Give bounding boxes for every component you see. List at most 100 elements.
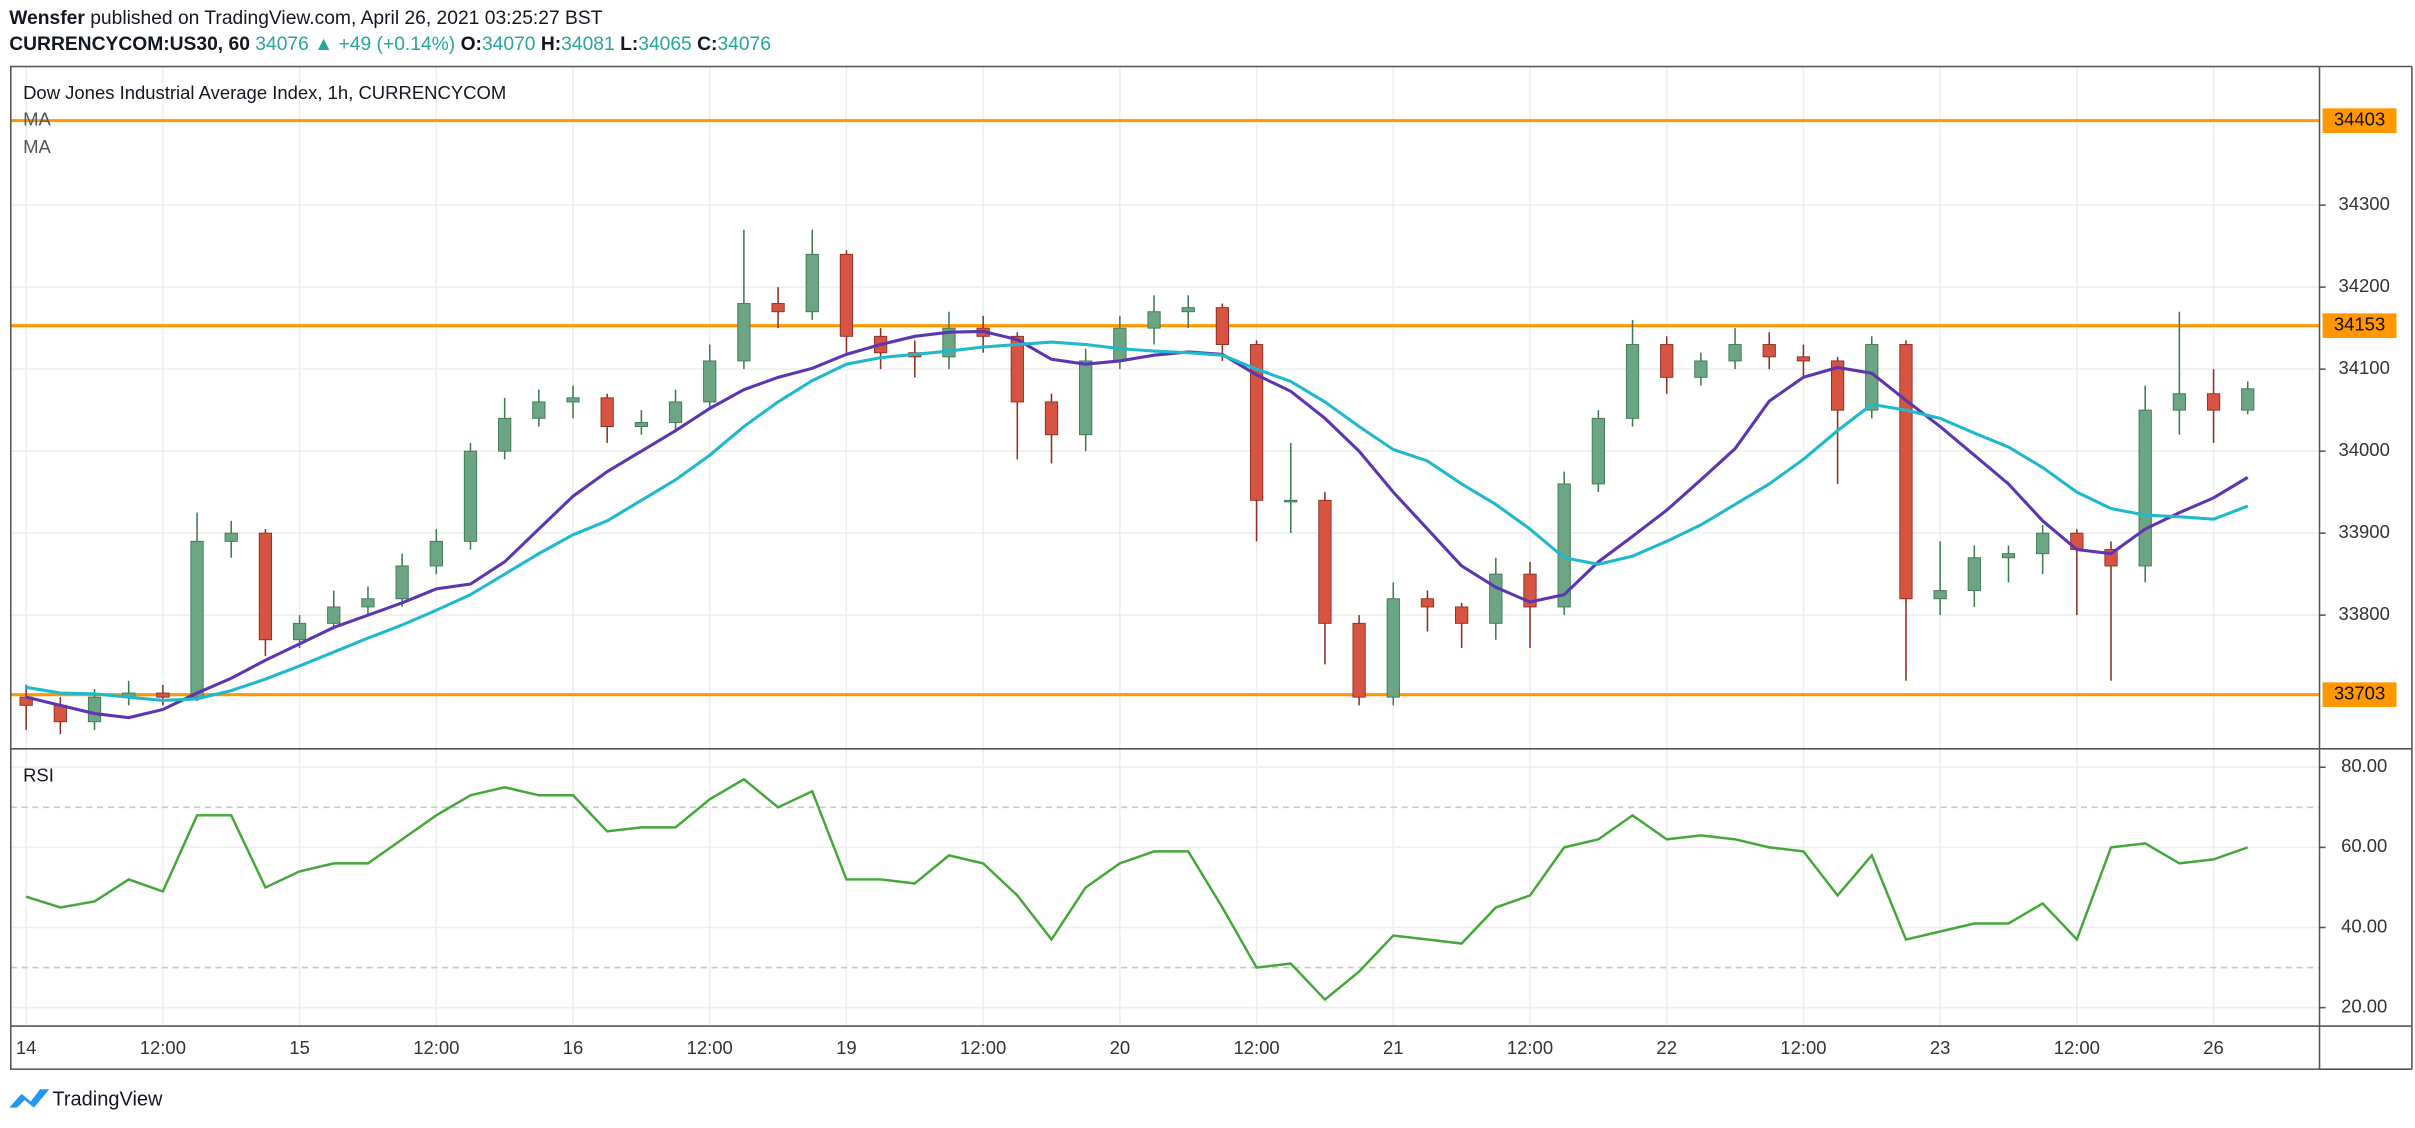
ohlc-value: 34065 [638, 34, 692, 55]
candle-body [1455, 606, 1469, 624]
candle-body [395, 565, 409, 600]
marks [10, 119, 2320, 1002]
y-tick-label: 40.00 [2341, 915, 2387, 936]
candle-body [1249, 344, 1264, 501]
x-tick-label: 14 [16, 1037, 37, 1058]
candle-body [600, 397, 614, 427]
candle-body [1352, 622, 1366, 698]
candle-body [1660, 344, 1674, 378]
brand-logo [9, 1089, 50, 1108]
candle-body [258, 532, 273, 641]
x-tick-label: 12:00 [960, 1037, 1006, 1058]
x-tick-label: 12:00 [1507, 1037, 1553, 1058]
candle-body [292, 622, 307, 641]
level-label-box [2322, 313, 2397, 338]
y-tick-label: 34300 [2338, 193, 2389, 214]
candle-body [190, 540, 204, 698]
y-tick-label: 33900 [2338, 521, 2389, 542]
candle-body [2206, 393, 2221, 411]
candle-body [224, 532, 238, 542]
author: Wensfer [9, 8, 85, 29]
y-tick-label: 33800 [2338, 603, 2389, 624]
price-pane-title: Dow Jones Industrial Average Index, 1h, … [23, 82, 506, 103]
symbol-line: CURRENCYCOM:US30, 60 34076 ▲ +49 (+0.14%… [9, 34, 771, 55]
ohlc-value: 34081 [561, 34, 615, 55]
candle-body [1967, 557, 1981, 592]
x-tick-label: 20 [1110, 1037, 1131, 1058]
candle-body [1625, 344, 1640, 419]
candle-body [1181, 307, 1195, 313]
rsi-line [25, 777, 2249, 1002]
x-tick-label: 12:00 [413, 1037, 459, 1058]
labels: 14 12:00 15 12:00 16 12:00 19 12:00 20 12:00 21 12:… [16, 108, 2397, 1058]
candle-body [1284, 499, 1298, 503]
published: published on TradingView.com, April 26, … [90, 8, 602, 29]
ohlc-label: C: [697, 34, 717, 55]
header-line: Wensfer published on TradingView.com, Ap… [9, 8, 602, 29]
candle-body [2172, 393, 2187, 411]
x-tick-label: 22 [1656, 1037, 1677, 1058]
candle-body [566, 397, 580, 403]
x-tick-label: 26 [2203, 1037, 2224, 1058]
x-tick-label: 16 [563, 1037, 584, 1058]
candle-body [532, 401, 546, 419]
candle-body [1079, 360, 1093, 436]
candle-body [634, 421, 648, 427]
ohlc-value: 34070 [482, 34, 536, 55]
moving-average-line [25, 340, 2249, 702]
x-tick-label: 12:00 [1233, 1037, 1279, 1058]
candle-body [1830, 360, 1845, 411]
candle-body [1899, 344, 1913, 600]
candle-body [1215, 307, 1230, 345]
candle-body [1796, 356, 1811, 362]
level-label: 34153 [2334, 314, 2385, 335]
candle-body [327, 606, 341, 624]
ohlc-label: L: [620, 34, 638, 55]
x-tick-label: 23 [1930, 1037, 1951, 1058]
candle-body [463, 450, 478, 542]
candle-body [1591, 417, 1605, 485]
y-tick-label: 34200 [2338, 275, 2389, 296]
candle-body [1010, 335, 1024, 403]
level-label: 33703 [2334, 683, 2385, 704]
y-tick-label: 34000 [2338, 439, 2389, 460]
candle-body [1557, 483, 1571, 608]
candle-body [1694, 360, 1708, 378]
x-tick-label: 12:00 [1780, 1037, 1826, 1058]
legend-entry: MA [23, 136, 51, 157]
candle-body [805, 253, 819, 313]
x-tick-label: 12:00 [140, 1037, 186, 1058]
candle-body [87, 696, 102, 723]
candle-body [2001, 553, 2016, 559]
candle-body [1147, 311, 1161, 329]
candle-body [19, 696, 33, 706]
candle-body [703, 360, 717, 403]
moving-average-line [25, 329, 2249, 720]
candle-body [361, 598, 375, 608]
brand: TradingView [52, 1088, 163, 1110]
level-label-box [2322, 108, 2397, 133]
y-tick-label: 60.00 [2341, 835, 2387, 856]
x-tick-label: 21 [1383, 1037, 1404, 1058]
candle-body [1386, 598, 1400, 698]
candle-body [668, 401, 683, 423]
candle-body [1523, 573, 1537, 608]
candle-body [2036, 532, 2050, 555]
ohlc-label: O: [461, 34, 482, 55]
candle-body [2241, 388, 2255, 411]
quote: 34076 ▲ +49 (+0.14%) [255, 34, 455, 55]
y-tick-label: 80.00 [2341, 755, 2387, 776]
candle-body [1728, 344, 1742, 362]
candle-body [737, 303, 751, 362]
candle-body [1044, 401, 1059, 436]
candle-body [156, 692, 170, 698]
candle-body [2138, 409, 2152, 567]
candle-body [771, 303, 785, 313]
candle-body [839, 253, 854, 337]
y-tick-label: 34100 [2338, 357, 2389, 378]
ohlc-value: 34076 [717, 34, 771, 55]
legend-entry: MA [23, 108, 51, 129]
candle-body [429, 540, 443, 567]
